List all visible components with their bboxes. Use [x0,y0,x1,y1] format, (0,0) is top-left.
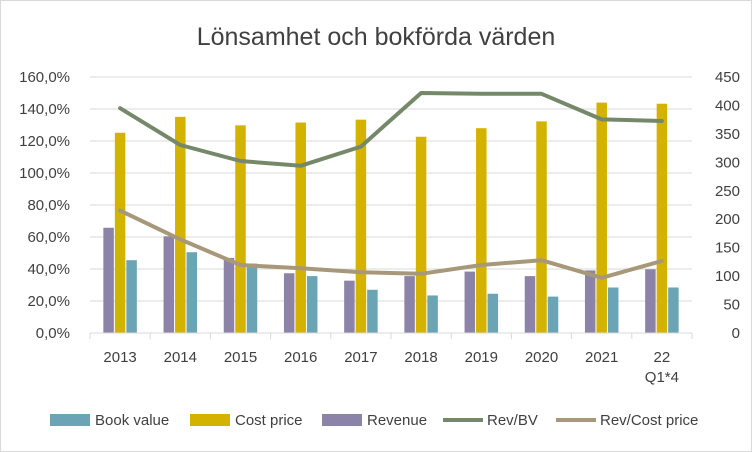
bar-cost-price [476,128,487,333]
x-tick-label: 22 [654,349,671,366]
y-right-tick-label: 400 [715,97,740,114]
x-tick-label: 2015 [224,349,257,366]
y-right-tick-label: 100 [715,268,740,285]
bar-book-value [607,287,619,333]
y-right-tick-label: 0 [732,325,740,342]
bar-revenue [283,273,295,333]
bar-revenue [103,227,114,333]
y-right-tick-label: 200 [715,211,740,228]
bar-book-value [547,296,559,333]
x-tick-label: 2018 [404,349,437,366]
bar-book-value [186,252,198,333]
y-left-tick-label: 100,0% [19,165,70,182]
bars [103,102,679,334]
y-right-tick-label: 350 [715,126,740,143]
x-tick-label: 2019 [465,349,498,366]
legend-label-revenue: Revenue [367,412,427,429]
bar-revenue [524,276,536,333]
bar-book-value [487,293,499,333]
y-left-tick-label: 0,0% [36,325,70,342]
x-tick-label: Q1*4 [645,369,679,386]
x-tick-label: 2016 [284,349,317,366]
line-rev-cost-price [118,208,664,280]
bar-cost-price [656,103,668,333]
x-tick-label: 2013 [103,349,136,366]
bar-revenue [645,269,656,333]
bar-book-value [668,287,679,333]
legend-swatch-cost-price [190,414,230,426]
y-left-tick-label: 20,0% [27,293,70,310]
bar-revenue [344,280,355,333]
legend-label-rev-bv: Rev/BV [487,412,538,429]
x-tick-label: 2021 [585,349,618,366]
y-left-tick-label: 160,0% [19,69,70,86]
bar-revenue [163,236,175,333]
bar-cost-price [596,102,607,333]
bar-book-value [367,289,378,333]
x-tick-label: 2014 [164,349,197,366]
bar-cost-price [415,136,427,333]
bar-cost-price [235,125,246,333]
legend: Book value Cost price Revenue Rev/BV Rev/Cos… [50,412,698,429]
bar-revenue [584,270,596,333]
bar-book-value [126,260,137,333]
bar-book-value [246,263,258,333]
bar-cost-price [355,119,367,334]
bar-revenue [404,276,415,333]
y-right-tick-label: 250 [715,183,740,200]
bar-cost-price [114,132,126,333]
line-rev-bv [118,91,664,168]
bar-revenue [223,257,235,333]
y-right-tick-label: 450 [715,69,740,86]
y-left-tick-label: 140,0% [19,101,70,118]
x-tick-label: 2020 [525,349,558,366]
bar-cost-price [175,116,186,333]
y-right-tick-label: 300 [715,154,740,171]
lines [118,91,664,280]
y-left-tick-label: 40,0% [27,261,70,278]
bar-book-value [306,276,318,333]
legend-label-cost-price: Cost price [235,412,303,429]
bar-cost-price [295,122,306,333]
y-left-tick-label: 80,0% [27,197,70,214]
bar-book-value [427,295,438,333]
y-left-tick-label: 120,0% [19,133,70,150]
x-tick-label: 2017 [344,349,377,366]
bar-revenue [464,271,476,333]
axes: 0,0% 20,0% 40,0% 60,0% 80,0% 100,0% 120,0% 140,… [19,69,740,386]
legend-swatch-book-value [50,414,90,426]
chart-title: Lönsamhet och bokförda värden [197,23,556,51]
legend-label-rev-cost-price: Rev/Cost price [600,412,698,429]
bar-cost-price [536,121,547,333]
legend-swatch-revenue [322,414,362,426]
y-right-tick-label: 50 [723,297,740,314]
y-right-tick-label: 150 [715,240,740,257]
y-left-tick-label: 60,0% [27,229,70,246]
legend-label-book-value: Book value [95,412,169,429]
